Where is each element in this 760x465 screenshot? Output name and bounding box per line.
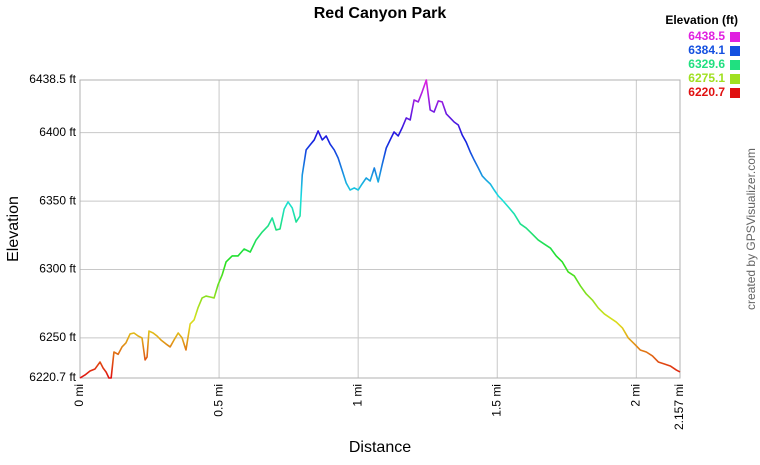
y-tick-label: 6220.7 ft (29, 370, 76, 384)
x-tick-label: 1 mi (350, 384, 364, 407)
legend-label: 6275.1 (688, 71, 725, 85)
y-tick-label: 6400 ft (39, 125, 76, 139)
y-tick-label: 6350 ft (39, 193, 76, 207)
legend-swatch (730, 46, 740, 56)
chart-title: Red Canyon Park (314, 5, 447, 22)
y-tick-label: 6250 ft (39, 330, 76, 344)
x-tick-label: 2 mi (629, 384, 643, 407)
elevation-line (79, 79, 681, 379)
y-tick-label: 6438.5 ft (29, 72, 76, 86)
legend-label: 6220.7 (688, 85, 725, 99)
legend-swatch (730, 32, 740, 42)
x-tick-label: 1.5 mi (489, 384, 503, 417)
legend-label: 6438.5 (688, 29, 725, 43)
credit: created by GPSVisualizer.com (744, 148, 758, 310)
y-tick-label: 6300 ft (39, 262, 76, 276)
legend-label: 6384.1 (688, 43, 725, 57)
y-axis-title: Elevation (5, 196, 22, 262)
legend-title: Elevation (ft) (665, 13, 738, 27)
legend-swatch (730, 74, 740, 84)
x-tick-label: 2.157 mi (672, 384, 686, 430)
x-tick-label: 0.5 mi (211, 384, 225, 417)
x-tick-label: 0 mi (72, 384, 86, 407)
legend-label: 6329.6 (688, 57, 725, 71)
plot-frame (79, 79, 681, 379)
legend-swatch (730, 60, 740, 70)
x-axis-title: Distance (349, 439, 411, 456)
legend-swatch (730, 88, 740, 98)
